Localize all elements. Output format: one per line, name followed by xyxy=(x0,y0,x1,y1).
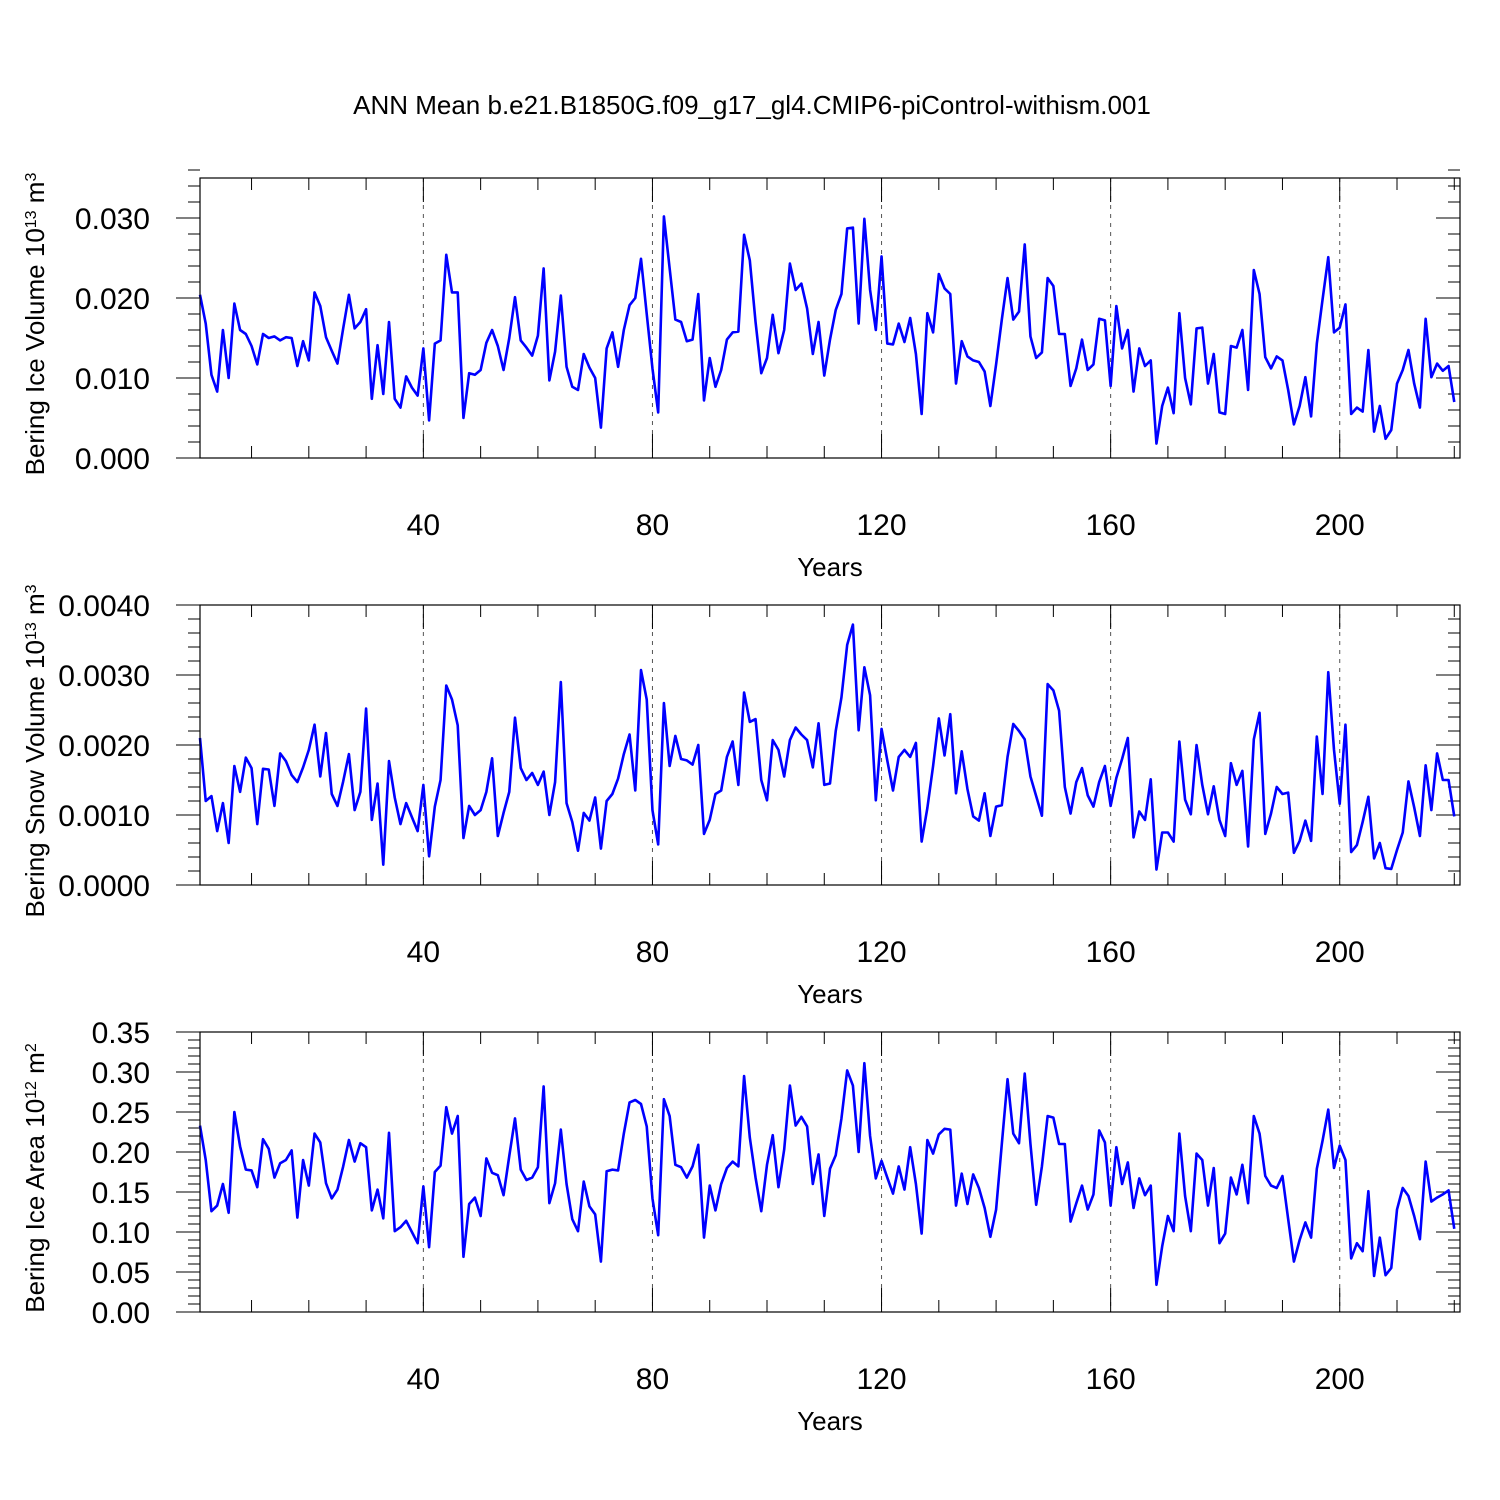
x-tick-label: 160 xyxy=(1086,936,1136,969)
y-axis-title-part: m xyxy=(20,182,50,211)
y-tick-label: 0.0000 xyxy=(58,870,150,903)
x-tick-label: 200 xyxy=(1315,1363,1365,1396)
y-axis-title-superscript: 2 xyxy=(23,1043,40,1052)
y-tick-label: 0.10 xyxy=(92,1217,150,1250)
x-tick-label: 40 xyxy=(407,936,440,969)
series-line-snow-volume xyxy=(198,623,1456,871)
y-tick-label: 0.25 xyxy=(92,1097,150,1130)
y-axis-title-part: Bering Ice Volume 10 xyxy=(20,228,50,475)
y-axis-title: Bering Ice Volume 1013 m3 xyxy=(20,173,50,476)
x-tick-label: 160 xyxy=(1086,509,1136,542)
x-tick-label: 40 xyxy=(407,1363,440,1396)
y-tick-label: 0.30 xyxy=(92,1057,150,1090)
y-tick-label: 0.0030 xyxy=(58,660,150,693)
x-tick-label: 120 xyxy=(857,509,907,542)
y-tick-label: 0.35 xyxy=(92,1017,150,1050)
y-axis-title-superscript: 13 xyxy=(23,210,40,228)
panel-ice-volume: 0.000 0.010 0.020 0.030 40 80 120 160 200 Years Be… xyxy=(20,169,1461,582)
x-tick-label: 160 xyxy=(1086,1363,1136,1396)
series-line-ice-volume xyxy=(198,215,1456,445)
x-axis-title: Years xyxy=(797,979,863,1009)
y-tick-label: 0.010 xyxy=(75,363,150,396)
panel-snow-volume: 0.0000 0.0010 0.0020 0.0030 0.0040 40 80 120 160… xyxy=(20,584,1461,1009)
y-tick-label: 0.15 xyxy=(92,1177,150,1210)
y-axis-title-superscript: 3 xyxy=(23,584,40,593)
y-tick-label: 0.00 xyxy=(92,1297,150,1330)
x-tick-label: 80 xyxy=(636,509,669,542)
y-tick-label: 0.0010 xyxy=(58,800,150,833)
x-tick-label: 80 xyxy=(636,936,669,969)
x-tick-label: 120 xyxy=(857,1363,907,1396)
y-axis-title-superscript: 3 xyxy=(23,173,40,182)
y-tick-label: 0.05 xyxy=(92,1257,150,1290)
figure-title: ANN Mean b.e21.B1850G.f09_g17_gl4.CMIP6-… xyxy=(353,90,1151,120)
y-axis-title-part: m xyxy=(20,593,50,622)
y-axis-title-part: Bering Ice Area 10 xyxy=(20,1099,50,1313)
x-tick-label: 200 xyxy=(1315,936,1365,969)
panel-ice-area: 0.00 0.05 0.10 0.15 0.20 0.25 0.30 0.35 40 80 120 1… xyxy=(20,1017,1461,1436)
y-tick-label: 0.20 xyxy=(92,1137,150,1170)
plot-frame xyxy=(199,177,1461,459)
y-tick-label: 0.000 xyxy=(75,443,150,476)
series-line-ice-area xyxy=(198,1061,1456,1287)
y-tick-label: 0.0040 xyxy=(58,590,150,623)
y-tick-label: 0.030 xyxy=(75,203,150,236)
y-axis-title-superscript: 13 xyxy=(23,622,40,640)
x-axis-title: Years xyxy=(797,1406,863,1436)
x-tick-label: 80 xyxy=(636,1363,669,1396)
y-axis-title: Bering Ice Area 1012 m2 xyxy=(20,1043,50,1313)
y-axis-title-superscript: 12 xyxy=(23,1081,40,1099)
x-tick-label: 200 xyxy=(1315,509,1365,542)
y-axis-title-part: Bering Snow Volume 10 xyxy=(20,640,50,918)
plot-frame xyxy=(199,604,1461,886)
plot-frame xyxy=(199,1031,1461,1313)
y-axis-title: Bering Snow Volume 1013 m3 xyxy=(20,584,50,917)
x-axis-title: Years xyxy=(797,552,863,582)
x-tick-label: 120 xyxy=(857,936,907,969)
y-tick-label: 0.0020 xyxy=(58,730,150,763)
y-tick-label: 0.020 xyxy=(75,283,150,316)
panels: 0.000 0.010 0.020 0.030 40 80 120 160 200 Years Be… xyxy=(20,169,1461,1436)
x-tick-label: 40 xyxy=(407,509,440,542)
y-axis-title-part: m xyxy=(20,1052,50,1081)
